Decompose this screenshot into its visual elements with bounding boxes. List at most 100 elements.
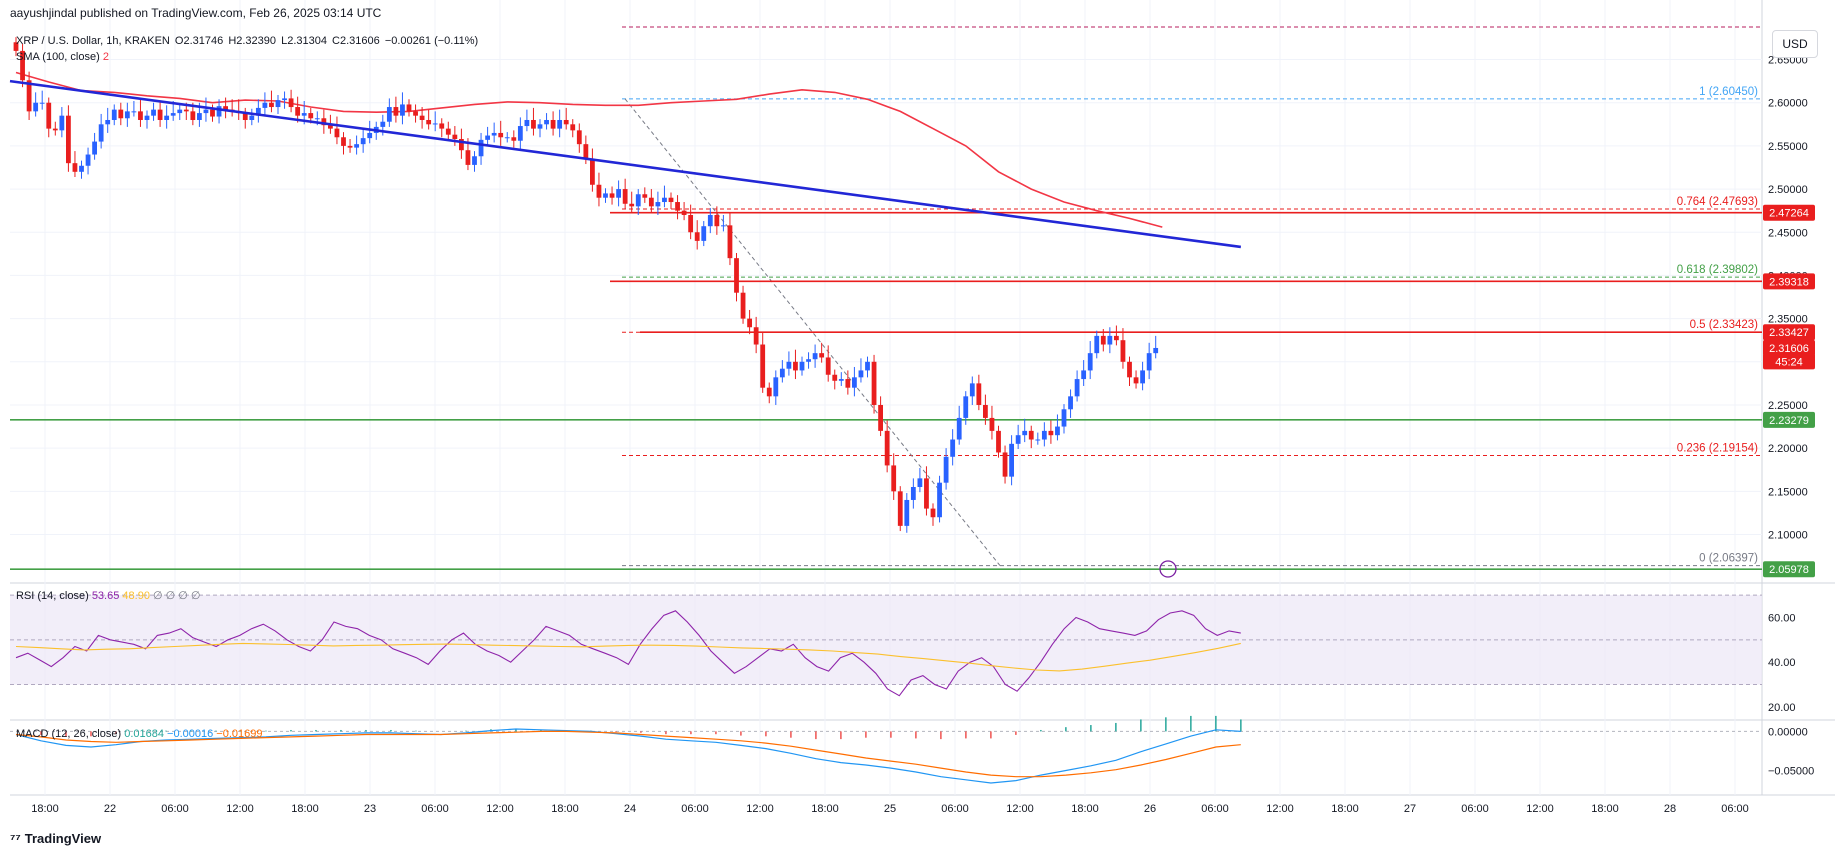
time-tick-label: 12:00 (226, 803, 254, 815)
candle-body (1114, 335, 1119, 341)
candle-body (105, 119, 111, 125)
candle-body (524, 119, 530, 127)
time-tick-label: 18:00 (1591, 803, 1619, 815)
candle-body (334, 128, 340, 138)
time-tick-label: 12:00 (1266, 803, 1294, 815)
candle-body (20, 50, 25, 81)
candle-body (203, 109, 209, 114)
macd-signal-value: −0.01699 (216, 728, 263, 740)
time-tick-label: 22 (104, 803, 116, 815)
candle-body (1146, 353, 1152, 371)
macd-hist-value: 0.01684 (124, 728, 164, 740)
candle-body (308, 113, 314, 119)
price-tag-bg (1763, 353, 1815, 370)
macd-legend[interactable]: MACD (12, 26, close) 0.01684 −0.00016 −0… (16, 728, 262, 740)
sma-legend[interactable]: SMA (100, close) 2 (16, 51, 109, 63)
candle-body (596, 184, 602, 198)
tradingview-logo-icon: ⁷⁷ (10, 831, 21, 846)
candle-body (491, 132, 497, 136)
candle-body (943, 456, 949, 483)
rsi-ma-line (15, 642, 1241, 672)
candle-body (583, 144, 589, 159)
time-tick-label: 06:00 (421, 803, 449, 815)
time-tick-label: 12:00 (486, 803, 514, 815)
candle-body (727, 225, 733, 259)
candle-body (655, 202, 661, 207)
candle-body (603, 193, 608, 198)
candle-body (838, 379, 844, 381)
tradingview-logo[interactable]: ⁷⁷ TradingView (10, 831, 101, 846)
fib-level-label: 1 (2.60450) (1699, 86, 1758, 98)
candle-body (1028, 430, 1034, 440)
candle-body (825, 357, 831, 375)
trend-line (9, 79, 1242, 249)
candle-body (930, 508, 936, 518)
candle-body (629, 203, 635, 207)
candle-body (989, 417, 995, 431)
rsi-ma-value: 48.90 (122, 590, 150, 602)
sma-100-line (15, 71, 1163, 228)
time-tick-label: 23 (364, 803, 376, 815)
candle-body (1009, 443, 1014, 477)
candle-body (721, 225, 726, 227)
candle-body (98, 124, 104, 142)
price-tag-bg (1763, 324, 1815, 341)
price-tick-label: 2.35000 (1768, 314, 1808, 326)
candle-body (1081, 370, 1087, 380)
candle-body (845, 379, 851, 388)
candle-body (39, 102, 45, 104)
candle-body (812, 353, 818, 360)
candle-body (616, 189, 621, 198)
lightning-icon (1159, 560, 1177, 578)
brand-name: TradingView (24, 831, 102, 846)
candle-body (550, 119, 556, 129)
candle-body (111, 109, 117, 120)
candle-body (478, 139, 484, 157)
candle-body (1100, 335, 1106, 345)
candle-body (648, 197, 654, 207)
candle-body (983, 404, 988, 418)
candle-body (642, 194, 648, 198)
ohlc-low: L2.31304 (281, 35, 327, 47)
candle-body (557, 119, 563, 129)
candle-body (1127, 361, 1132, 378)
candle-body (157, 109, 163, 120)
candle-body (52, 128, 58, 131)
symbol-legend[interactable]: XRP / U.S. Dollar, 1h, KRAKEN O2.31746 H… (16, 35, 478, 47)
candle-body (72, 163, 78, 172)
candle-body (511, 137, 517, 141)
candle-body (865, 361, 870, 371)
time-tick-label: 12:00 (1526, 803, 1554, 815)
symbol-name: XRP / U.S. Dollar, 1h, KRAKEN (16, 35, 170, 47)
price-tag-label: 2.05978 (1769, 564, 1809, 576)
time-tick-label: 18:00 (31, 803, 59, 815)
candle-body (445, 128, 451, 135)
candle-body (210, 109, 215, 117)
candle-body (504, 137, 510, 139)
candle-body (459, 138, 464, 151)
candle-body (275, 100, 281, 108)
ohlc-high: H2.32390 (228, 35, 277, 47)
candle-body (622, 189, 628, 204)
time-tick-label: 27 (1404, 803, 1416, 815)
candle-body (439, 123, 445, 129)
publisher-line: aayushjindal published on TradingView.co… (10, 6, 382, 20)
rsi-extra: ∅ ∅ ∅ ∅ (153, 590, 201, 602)
time-tick-label: 25 (884, 803, 896, 815)
macd-signal-line (15, 730, 1241, 778)
rsi-legend[interactable]: RSI (14, close) 53.65 48.90 ∅ ∅ ∅ ∅ (16, 589, 201, 602)
candle-body (1055, 426, 1060, 436)
time-tick-label: 06:00 (941, 803, 969, 815)
candle-body (465, 150, 471, 165)
candle-body (766, 387, 772, 397)
currency-button[interactable]: USD (1772, 30, 1818, 58)
candle-body (170, 113, 176, 116)
candle-body (570, 124, 576, 131)
candle-body (531, 119, 536, 129)
candle-body (963, 396, 969, 418)
candle-body (662, 197, 667, 203)
candle-body (1048, 430, 1054, 436)
candle-body (1120, 340, 1126, 362)
candle-body (871, 361, 877, 405)
